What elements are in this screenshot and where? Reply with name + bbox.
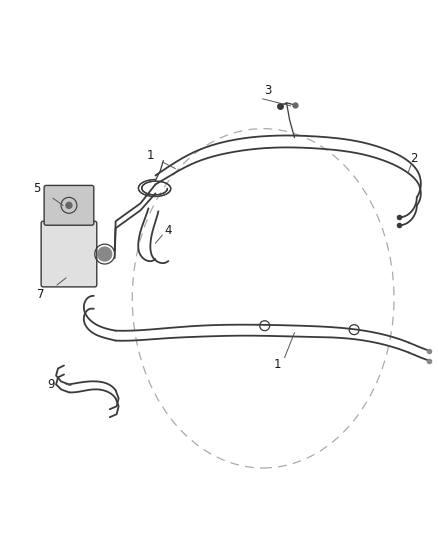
Text: 5: 5: [33, 182, 41, 195]
FancyBboxPatch shape: [41, 221, 96, 287]
Circle shape: [98, 247, 111, 261]
Text: 1: 1: [146, 149, 154, 162]
Text: 2: 2: [409, 152, 417, 165]
Text: 1: 1: [273, 358, 281, 371]
Circle shape: [66, 203, 72, 208]
Text: 3: 3: [263, 84, 271, 98]
Text: 9: 9: [47, 378, 55, 391]
Text: 7: 7: [37, 288, 45, 301]
FancyBboxPatch shape: [44, 185, 94, 225]
Text: 4: 4: [164, 224, 172, 237]
